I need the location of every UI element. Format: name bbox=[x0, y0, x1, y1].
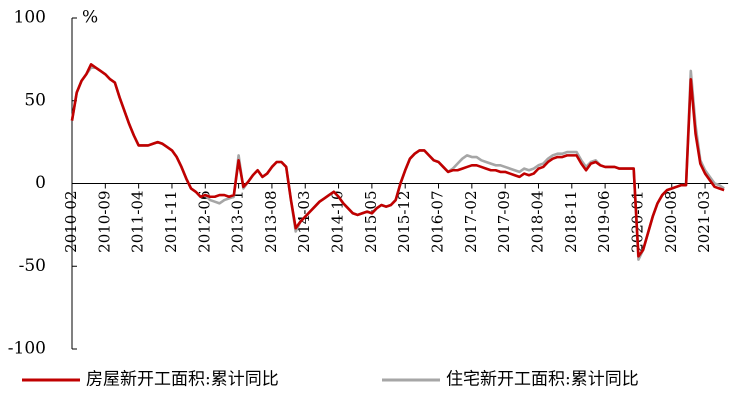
y-tick-label: 50 bbox=[24, 90, 46, 110]
x-tick-label: 2018-04 bbox=[528, 191, 546, 253]
x-tick-label: 2015-12 bbox=[395, 191, 413, 253]
legend-label: 住宅新开工面积:累计同比 bbox=[446, 370, 639, 390]
series-line bbox=[70, 63, 725, 258]
legend-label: 房屋新开工面积:累计同比 bbox=[86, 370, 279, 390]
x-tick-label: 2014-10 bbox=[329, 191, 347, 253]
x-tick-label: 2017-09 bbox=[495, 191, 513, 253]
x-tick-label: 2019-06 bbox=[595, 191, 613, 253]
x-tick-label: 2021-03 bbox=[695, 191, 713, 253]
x-tick-label: 2012-06 bbox=[195, 191, 213, 253]
y-tick-label: -50 bbox=[19, 256, 46, 276]
x-tick-label: 2016-07 bbox=[429, 191, 447, 253]
y-tick-label: 0 bbox=[35, 173, 46, 193]
x-tick-label: 2017-02 bbox=[462, 191, 480, 253]
x-tick-label: 2018-11 bbox=[562, 191, 580, 253]
unit-label: % bbox=[82, 8, 98, 28]
y-tick-label: -100 bbox=[8, 339, 46, 359]
x-tick-label: 2010-09 bbox=[95, 191, 113, 253]
x-tick-label: 2015-05 bbox=[362, 191, 380, 253]
x-tick-label: 2013-08 bbox=[262, 191, 280, 253]
y-tick-label: 100 bbox=[14, 8, 46, 28]
x-tick-label: 2014-03 bbox=[295, 191, 313, 253]
x-tick-label: 2020-08 bbox=[662, 191, 680, 253]
x-tick-label: 2013-01 bbox=[229, 191, 247, 253]
x-tick-label: 2011-11 bbox=[162, 191, 180, 253]
x-tick-label: 2010-02 bbox=[62, 191, 80, 253]
x-tick-label: 2011-04 bbox=[129, 191, 147, 253]
